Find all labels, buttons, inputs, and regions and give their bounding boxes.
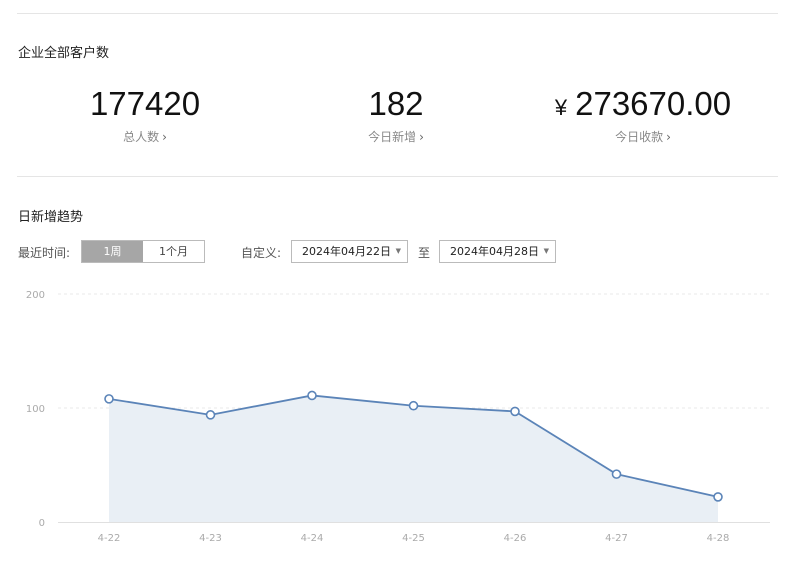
series-area bbox=[109, 395, 718, 522]
section-divider bbox=[17, 176, 778, 177]
x-tick-label: 4-24 bbox=[301, 533, 324, 544]
top-divider bbox=[17, 13, 778, 14]
y-tick-label: 0 bbox=[39, 518, 45, 529]
y-tick-label: 200 bbox=[26, 290, 45, 301]
currency-symbol: ¥ bbox=[554, 95, 568, 120]
range-option-1week[interactable]: 1周 bbox=[82, 241, 143, 262]
trend-filters: 最近时间: 1周 1个月 自定义: 2024年04月22日 ▼ 至 2024年0… bbox=[18, 240, 578, 263]
caret-down-icon: ▼ bbox=[543, 247, 549, 255]
range-option-1month[interactable]: 1个月 bbox=[143, 241, 204, 262]
range-toggle: 1周 1个月 bbox=[81, 240, 205, 263]
chevron-right-icon: › bbox=[162, 130, 167, 144]
start-date-value: 2024年04月22日 bbox=[302, 245, 391, 258]
x-tick-label: 4-26 bbox=[504, 533, 527, 544]
total-customers-link[interactable]: 总人数 › bbox=[18, 128, 272, 145]
end-date-select[interactable]: 2024年04月28日 ▼ bbox=[439, 240, 556, 263]
y-tick-label: 100 bbox=[26, 404, 45, 415]
data-point-4-26[interactable] bbox=[510, 406, 520, 417]
today-new-value: 182 bbox=[368, 85, 424, 122]
total-customers-label: 总人数 bbox=[123, 130, 160, 144]
customers-section-title: 企业全部客户数 bbox=[18, 46, 110, 61]
chevron-right-icon: › bbox=[666, 130, 671, 144]
today-new-label: 今日新增 bbox=[368, 130, 417, 144]
data-point-4-23[interactable] bbox=[205, 410, 216, 420]
data-point-4-24[interactable] bbox=[307, 390, 317, 401]
chevron-right-icon: › bbox=[419, 130, 424, 144]
start-date-select[interactable]: 2024年04月22日 ▼ bbox=[291, 240, 408, 263]
x-tick-label: 4-27 bbox=[605, 533, 628, 544]
today-income-value-row: ¥273670.00 bbox=[516, 84, 770, 124]
data-point-4-25[interactable] bbox=[408, 400, 419, 411]
x-tick-label: 4-23 bbox=[199, 533, 222, 544]
x-tick-label: 4-25 bbox=[402, 533, 425, 544]
today-new-stat[interactable]: 182 今日新增 › bbox=[269, 84, 523, 145]
caret-down-icon: ▼ bbox=[395, 247, 401, 255]
recent-range-label: 最近时间: bbox=[18, 246, 71, 260]
total-customers-stat[interactable]: 177420 总人数 › bbox=[18, 84, 272, 145]
total-customers-value: 177420 bbox=[89, 85, 201, 122]
date-range-separator: 至 bbox=[418, 246, 431, 260]
today-income-value: 273670.00 bbox=[575, 85, 732, 122]
data-point-4-28[interactable] bbox=[713, 492, 723, 502]
today-income-link[interactable]: 今日收款 › bbox=[516, 128, 770, 145]
end-date-value: 2024年04月28日 bbox=[450, 245, 539, 258]
custom-range-label: 自定义: bbox=[241, 246, 282, 260]
x-tick-label: 4-28 bbox=[707, 533, 730, 544]
today-income-label: 今日收款 bbox=[615, 130, 664, 144]
trend-section-title: 日新增趋势 bbox=[18, 210, 84, 225]
data-point-4-27[interactable] bbox=[611, 469, 622, 479]
x-tick-label: 4-22 bbox=[98, 533, 121, 544]
today-new-link[interactable]: 今日新增 › bbox=[269, 128, 523, 145]
today-income-stat[interactable]: ¥273670.00 今日收款 › bbox=[516, 84, 770, 145]
data-point-4-22[interactable] bbox=[104, 394, 114, 404]
daily-new-trend-chart: 0 100 200 4-22 4-23 4-24 4-25 4-26 4-27 4-28 bbox=[26, 290, 770, 544]
